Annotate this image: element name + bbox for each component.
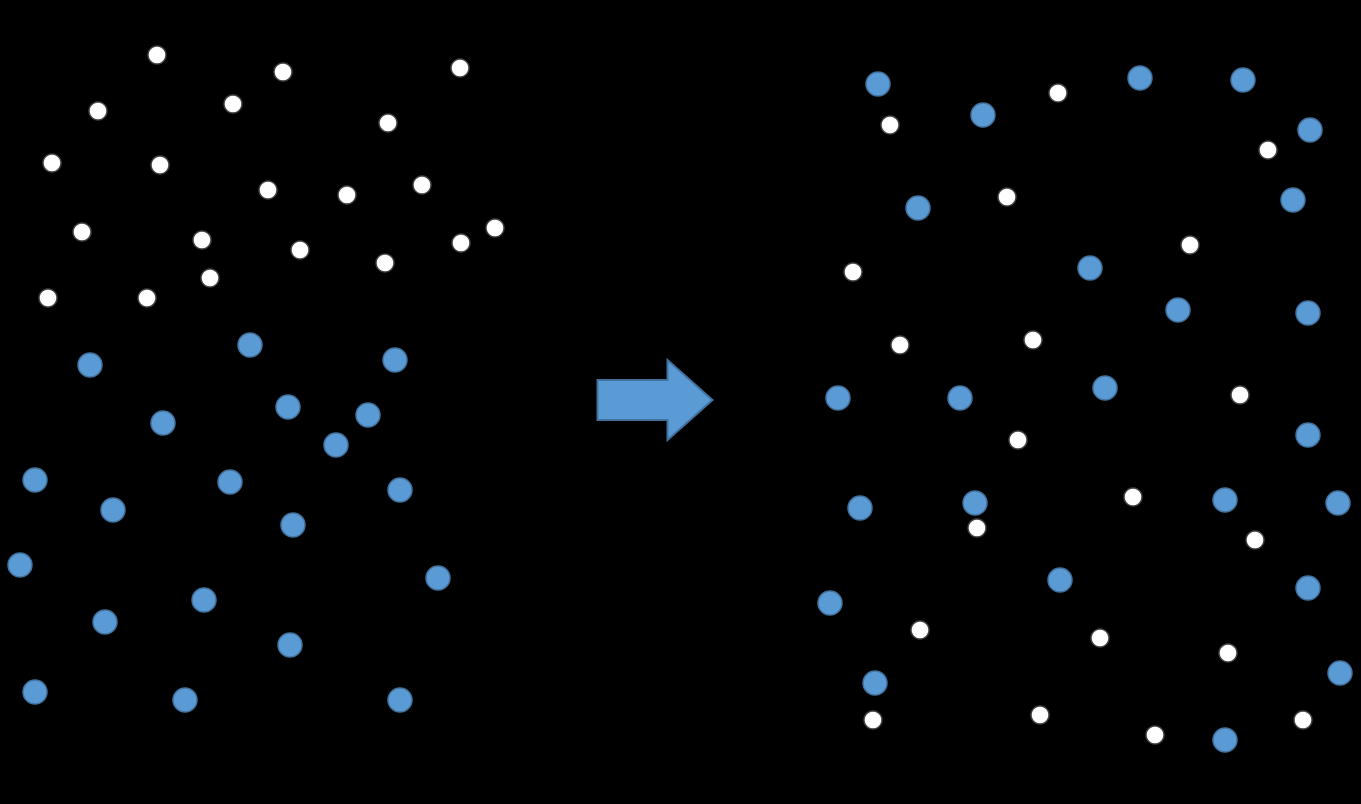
right-white-dot	[1246, 531, 1264, 549]
left-blue-dot	[23, 468, 47, 492]
left-white-dot	[151, 156, 169, 174]
right-blue-dot	[948, 386, 972, 410]
left-blue-dot	[324, 433, 348, 457]
right-blue-dot	[866, 72, 890, 96]
left-blue-dot	[78, 353, 102, 377]
right-white-dot	[881, 116, 899, 134]
right-blue-dot	[1048, 568, 1072, 592]
left-blue-dot	[426, 566, 450, 590]
right-blue-dot	[1093, 376, 1117, 400]
left-white-dot	[379, 114, 397, 132]
right-white-dot	[911, 621, 929, 639]
right-white-dot	[1031, 706, 1049, 724]
right-blue-dot	[818, 591, 842, 615]
left-white-dot	[43, 154, 61, 172]
right-white-dot	[1049, 84, 1067, 102]
right-white-dot	[1091, 629, 1109, 647]
left-white-dot	[89, 102, 107, 120]
right-white-dot	[864, 711, 882, 729]
right-blue-dot	[1281, 188, 1305, 212]
right-white-dot	[1259, 141, 1277, 159]
left-white-dot	[291, 241, 309, 259]
left-blue-dot	[23, 680, 47, 704]
left-white-dot	[138, 289, 156, 307]
diffusion-diagram	[0, 0, 1361, 804]
left-blue-dot	[388, 478, 412, 502]
left-white-dot	[452, 234, 470, 252]
left-blue-dot	[388, 688, 412, 712]
left-blue-dot	[218, 470, 242, 494]
left-white-dot	[376, 254, 394, 272]
left-white-dot	[413, 176, 431, 194]
right-blue-dot	[1128, 66, 1152, 90]
left-blue-dot	[173, 688, 197, 712]
right-blue-dot	[863, 671, 887, 695]
right-blue-dot	[826, 386, 850, 410]
right-white-dot	[1181, 236, 1199, 254]
right-white-dot	[1294, 711, 1312, 729]
right-blue-dot	[1296, 301, 1320, 325]
left-blue-dot	[278, 633, 302, 657]
left-white-dot	[148, 46, 166, 64]
right-white-dot	[1219, 644, 1237, 662]
right-blue-dot	[848, 496, 872, 520]
left-white-dot	[73, 223, 91, 241]
right-blue-dot	[906, 196, 930, 220]
left-blue-dot	[356, 403, 380, 427]
left-white-dot	[39, 289, 57, 307]
left-blue-dot	[281, 513, 305, 537]
right-blue-dot	[1078, 256, 1102, 280]
right-white-dot	[1024, 331, 1042, 349]
right-white-dot	[1009, 431, 1027, 449]
left-blue-dot	[151, 411, 175, 435]
right-blue-dot	[971, 103, 995, 127]
right-blue-dot	[1298, 118, 1322, 142]
right-white-dot	[891, 336, 909, 354]
left-blue-dot	[93, 610, 117, 634]
right-blue-dot	[1328, 661, 1352, 685]
right-blue-dot	[1213, 728, 1237, 752]
right-blue-dot	[963, 491, 987, 515]
left-blue-dot	[238, 333, 262, 357]
right-white-dot	[998, 188, 1016, 206]
right-blue-dot	[1296, 576, 1320, 600]
left-blue-dot	[101, 498, 125, 522]
left-blue-dot	[383, 348, 407, 372]
left-blue-dot	[8, 553, 32, 577]
left-white-dot	[224, 95, 242, 113]
left-white-dot	[486, 219, 504, 237]
right-blue-dot	[1166, 298, 1190, 322]
left-white-dot	[259, 181, 277, 199]
right-white-dot	[968, 519, 986, 537]
right-white-dot	[1146, 726, 1164, 744]
left-white-dot	[193, 231, 211, 249]
left-white-dot	[338, 186, 356, 204]
left-blue-dot	[192, 588, 216, 612]
right-white-dot	[844, 263, 862, 281]
right-blue-dot	[1231, 68, 1255, 92]
right-blue-dot	[1213, 488, 1237, 512]
left-white-dot	[274, 63, 292, 81]
left-blue-dot	[276, 395, 300, 419]
right-blue-dot	[1326, 491, 1350, 515]
right-white-dot	[1231, 386, 1249, 404]
right-blue-dot	[1296, 423, 1320, 447]
right-white-dot	[1124, 488, 1142, 506]
left-white-dot	[451, 59, 469, 77]
left-white-dot	[201, 269, 219, 287]
